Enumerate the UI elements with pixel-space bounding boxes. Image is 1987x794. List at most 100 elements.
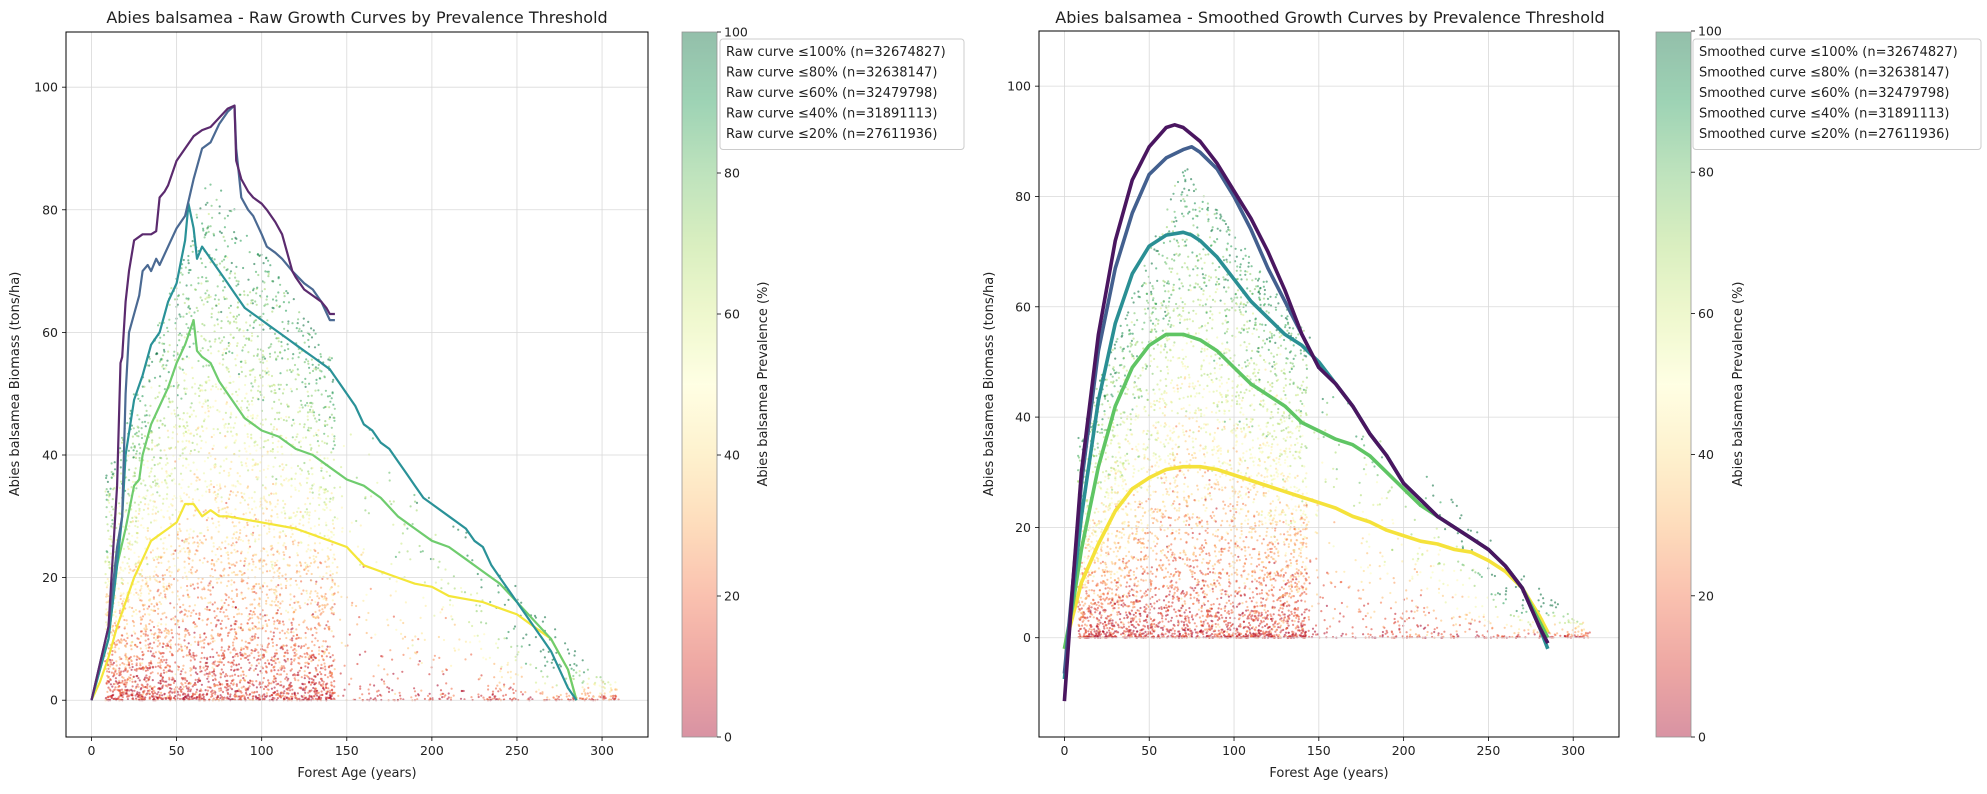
scatter-point: [236, 613, 239, 616]
scatter-point: [396, 677, 399, 680]
scatter-point: [288, 618, 291, 621]
scatter-point: [333, 685, 336, 688]
scatter-point: [195, 428, 198, 432]
scatter-point: [512, 691, 515, 695]
scatter-point: [297, 507, 300, 510]
scatter-point: [168, 668, 171, 671]
scatter-point: [114, 610, 117, 614]
scatter-point: [191, 559, 194, 562]
scatter-point: [182, 412, 185, 415]
scatter-point: [197, 677, 200, 680]
scatter-point: [288, 478, 291, 481]
scatter-point: [255, 553, 258, 556]
scatter-point: [240, 623, 243, 626]
scatter-point: [167, 584, 170, 587]
scatter-point: [370, 636, 373, 639]
scatter-point: [248, 545, 252, 548]
scatter-point: [240, 366, 243, 369]
scatter-point: [317, 429, 320, 432]
scatter-point: [230, 430, 233, 433]
scatter-point: [110, 663, 113, 666]
scatter-point: [499, 670, 502, 673]
scatter-point: [188, 345, 191, 348]
scatter-point: [147, 649, 150, 653]
scatter-point: [131, 543, 134, 546]
scatter-point: [163, 350, 166, 353]
scatter-point: [266, 295, 269, 298]
scatter-point: [227, 496, 230, 500]
scatter-point: [181, 357, 184, 360]
scatter-point: [191, 386, 194, 389]
scatter-point: [298, 311, 301, 314]
scatter-point: [293, 477, 297, 481]
scatter-point: [312, 483, 316, 486]
scatter-point: [326, 457, 329, 460]
scatter-point: [179, 694, 182, 697]
scatter-point: [180, 670, 183, 673]
scatter-point: [206, 605, 209, 609]
scatter-point: [114, 646, 117, 649]
scatter-point: [173, 467, 176, 470]
scatter-point: [164, 666, 167, 669]
scatter-point: [232, 641, 235, 644]
scatter-point: [110, 476, 113, 479]
scatter-point: [293, 363, 297, 367]
scatter-point: [134, 563, 137, 566]
scatter-point: [267, 684, 270, 687]
scatter-point: [308, 487, 311, 490]
scatter-point: [318, 542, 321, 545]
scatter-point: [439, 611, 442, 614]
scatter-point: [165, 585, 168, 588]
scatter-point: [437, 635, 440, 639]
scatter-point: [258, 505, 262, 508]
scatter-point: [295, 435, 298, 438]
scatter-point: [324, 488, 327, 491]
scatter-point: [329, 509, 332, 512]
scatter-point: [243, 293, 246, 296]
scatter-point: [141, 654, 144, 657]
scatter-point: [265, 563, 268, 566]
scatter-point: [298, 441, 301, 444]
scatter-point: [423, 697, 426, 701]
scatter-point: [271, 306, 274, 309]
scatter-point: [141, 658, 144, 661]
scatter-point: [343, 664, 346, 667]
scatter-point: [156, 547, 159, 550]
scatter-point: [224, 422, 227, 426]
scatter-point: [257, 559, 261, 562]
scatter-point: [305, 572, 308, 576]
scatter-point: [459, 697, 463, 700]
scatter-point: [235, 637, 238, 640]
scatter-point: [172, 354, 175, 357]
scatter-point: [307, 548, 310, 551]
scatter-point: [315, 669, 318, 673]
scatter-point: [277, 568, 280, 571]
scatter-point: [137, 430, 141, 433]
scatter-point: [359, 524, 362, 527]
scatter-point: [287, 631, 290, 635]
scatter-point: [114, 677, 117, 680]
scatter-point: [128, 689, 131, 692]
scatter-point: [236, 354, 239, 357]
scatter-point: [409, 558, 412, 561]
scatter-point: [211, 559, 214, 562]
scatter-point: [273, 351, 277, 354]
scatter-point: [222, 663, 225, 667]
scatter-point: [289, 598, 292, 601]
scatter-point: [133, 471, 136, 474]
scatter-point: [201, 322, 204, 326]
scatter-point: [208, 490, 211, 494]
scatter-point: [122, 592, 125, 595]
scatter-point: [218, 410, 221, 413]
scatter-point: [285, 419, 288, 422]
scatter-point: [273, 669, 276, 672]
scatter-point: [264, 662, 267, 665]
scatter-point: [309, 549, 312, 552]
scatter-point: [142, 608, 145, 611]
scatter-point: [520, 645, 523, 648]
scatter-point: [242, 266, 245, 270]
scatter-point: [297, 645, 300, 648]
scatter-point: [161, 645, 164, 649]
scatter-point: [256, 524, 259, 528]
scatter-point: [388, 471, 391, 474]
